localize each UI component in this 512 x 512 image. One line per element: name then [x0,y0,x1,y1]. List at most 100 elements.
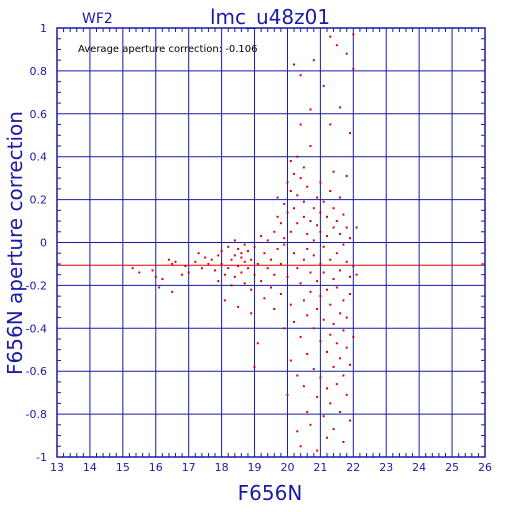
data-point [289,190,292,192]
data-point [349,293,351,295]
data-point [293,252,295,255]
x-tick-label: 13 [50,461,64,474]
data-point [138,271,141,274]
data-point [299,335,302,338]
data-point [339,106,342,109]
data-point [270,286,272,289]
x-tick-label: 17 [182,461,196,474]
chip-label: WF2 [82,11,113,27]
annotation: Average aperture correction: -0.106 [78,44,258,55]
data-point [250,258,253,261]
data-point [220,250,223,253]
data-point [223,273,226,276]
data-point [332,365,335,368]
data-point [345,393,348,396]
data-point [263,252,266,255]
data-point [270,258,272,261]
data-point [256,262,259,265]
data-point [181,273,184,276]
data-point [273,308,276,310]
data-point [289,230,292,233]
tick-labels: 13 14 15 16 17 18 19 20 21 22 23 24 25 26 -1 -0.8 -0.6 -0… [26,22,492,474]
data-point [316,196,319,199]
x-tick-label: 24 [412,461,426,474]
data-point [309,271,312,274]
data-point [332,226,335,229]
x-tick-label: 25 [445,461,459,474]
data-point [200,267,203,270]
data-point [217,280,220,283]
y-tick-label: -0.6 [26,365,47,378]
data-point [319,262,322,265]
data-point [230,258,233,261]
data-point [326,235,328,238]
data-point [332,170,335,173]
data-point [171,262,174,265]
data-point [332,428,335,431]
data-point [253,245,256,248]
data-point [302,385,305,388]
data-point [352,33,355,36]
data-point [286,275,289,278]
data-point [293,320,295,323]
x-tick-label: 22 [346,461,360,474]
data-point [230,284,233,287]
data-point [342,243,345,246]
x-tick-label: 20 [280,461,294,474]
y-tick-label: 1 [40,22,47,35]
data-point [283,327,286,330]
data-point [345,346,348,349]
data-point [293,207,295,210]
data-point [266,267,269,270]
data-point [345,52,348,55]
data-point [312,254,315,257]
y-tick-label: -0.2 [26,279,47,292]
data-point [302,299,305,302]
data-point [316,280,319,283]
data-point [349,132,351,135]
y-tick-label: -0.8 [26,408,47,421]
data-point [306,353,309,355]
x-tick-label: 26 [478,461,492,474]
data-point [302,258,305,261]
data-point [342,299,345,302]
y-tick-label: 0.8 [30,65,48,78]
data-point [289,303,292,306]
data-point [329,402,332,405]
data-point [309,220,312,222]
data-point [204,256,207,259]
data-point [345,226,348,229]
data-point [329,123,332,126]
data-point [316,395,319,398]
data-point [355,273,358,276]
y-tick-label: -1 [36,451,47,464]
data-point [243,243,246,246]
data-point [335,383,338,386]
data-point [322,415,325,418]
data-point [240,271,243,274]
data-point [342,441,345,443]
data-point [194,260,197,263]
data-point [286,393,289,396]
data-point [335,44,338,47]
data-point [247,250,249,253]
data-point [184,265,187,268]
data-point [158,286,161,289]
data-point [283,237,286,240]
x-tick-label: 14 [83,461,97,474]
data-point [167,258,170,261]
x-axis-label: F656N [238,481,303,505]
data-point [240,256,243,259]
data-point [299,123,302,126]
data-point [227,267,230,270]
data-point [296,194,299,197]
y-tick-label: 0.2 [30,194,48,207]
data-point [335,286,338,289]
y-axis-label: F656N aperture correction [3,111,27,375]
y-tick-label: -0.4 [26,322,47,335]
data-point [342,374,345,377]
data-point [286,181,289,184]
data-point [326,288,328,291]
data-point [349,363,351,366]
data-point [296,374,299,377]
